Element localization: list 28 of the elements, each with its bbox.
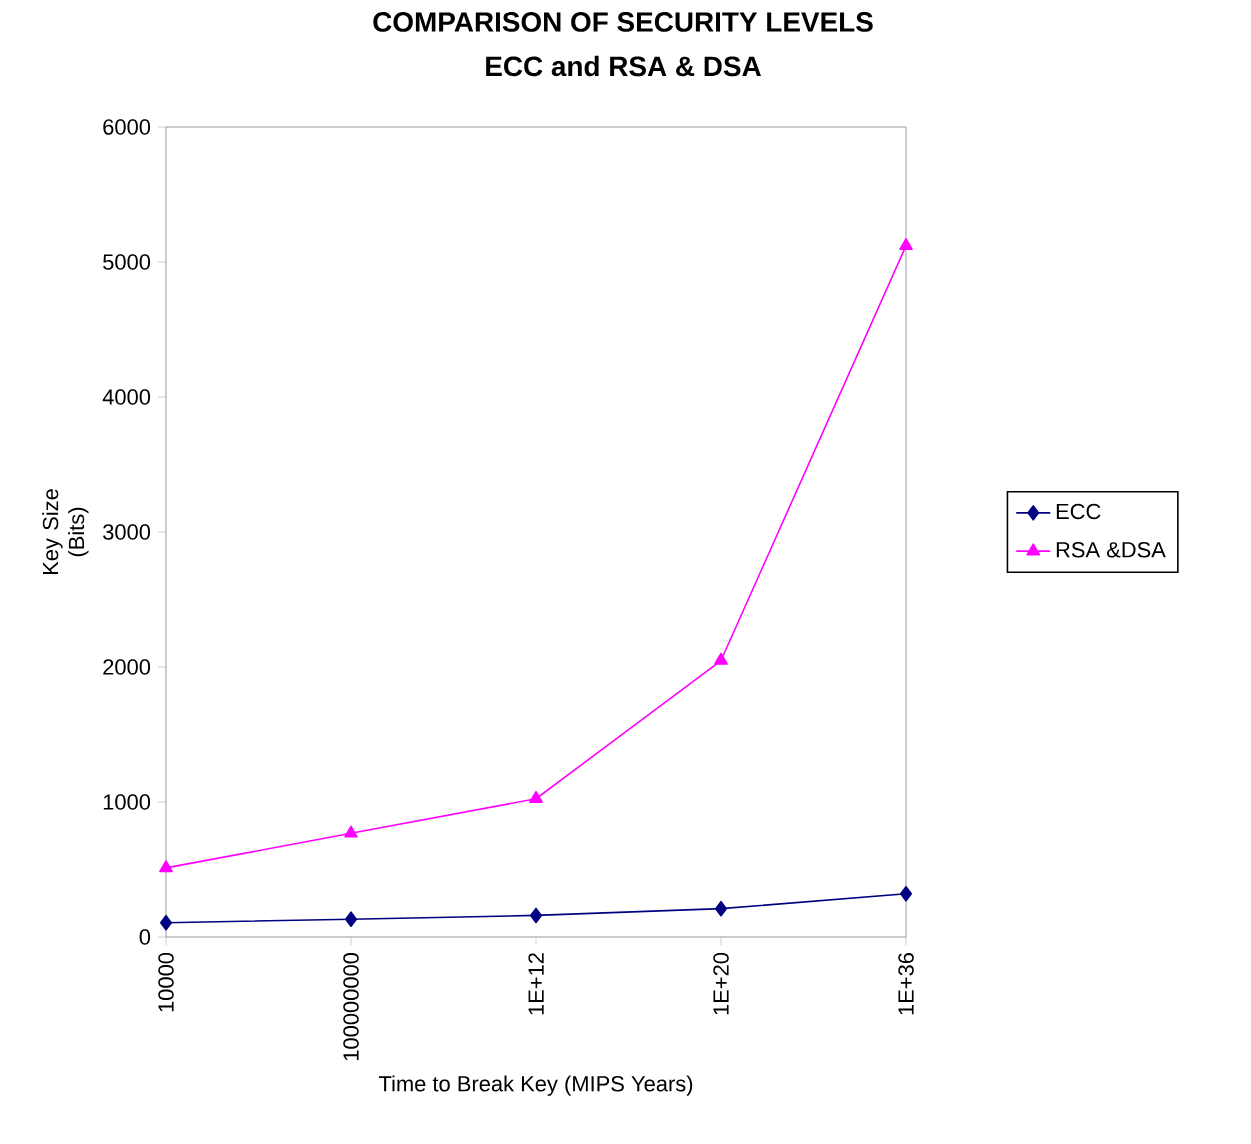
- point: [714, 900, 728, 917]
- chart-title: COMPARISON OF SECURITY LEVELS: [373, 12, 873, 32]
- point: [899, 238, 913, 251]
- legend-label: RSA &DSA: [1056, 542, 1166, 558]
- x-tick-label: 1E+36: [898, 953, 914, 1015]
- y-tick-label: 4000: [102, 389, 151, 405]
- x-tick-label: 10000: [158, 952, 174, 1012]
- y-tick-label: 2000: [103, 659, 151, 675]
- point: [714, 652, 728, 665]
- y-axis-title: Key Size (Bits): [42, 489, 89, 575]
- point: [529, 790, 543, 804]
- y-tick-label: 3000: [103, 524, 151, 540]
- point: [159, 860, 173, 873]
- x-tick-label: 1E+20: [713, 952, 729, 1015]
- point: [344, 825, 358, 838]
- y-tick-label: 6000: [103, 119, 151, 135]
- y-tick-label: 0: [139, 929, 151, 945]
- legend-label: ECC: [1056, 503, 1101, 520]
- point: [344, 911, 358, 927]
- point: [529, 907, 543, 924]
- x-tick-label: 100000000: [343, 952, 359, 1061]
- x-axis-title: Time to Break Key (MIPS Years): [378, 1075, 693, 1096]
- x-tick-label: 1E+12: [528, 953, 544, 1015]
- chart-subtitle: ECC and RSA & DSA: [486, 55, 761, 77]
- point: [159, 914, 173, 931]
- y-tick-label: 1000: [103, 794, 151, 810]
- y-tick-label: 5000: [103, 254, 151, 270]
- point: [899, 886, 913, 902]
